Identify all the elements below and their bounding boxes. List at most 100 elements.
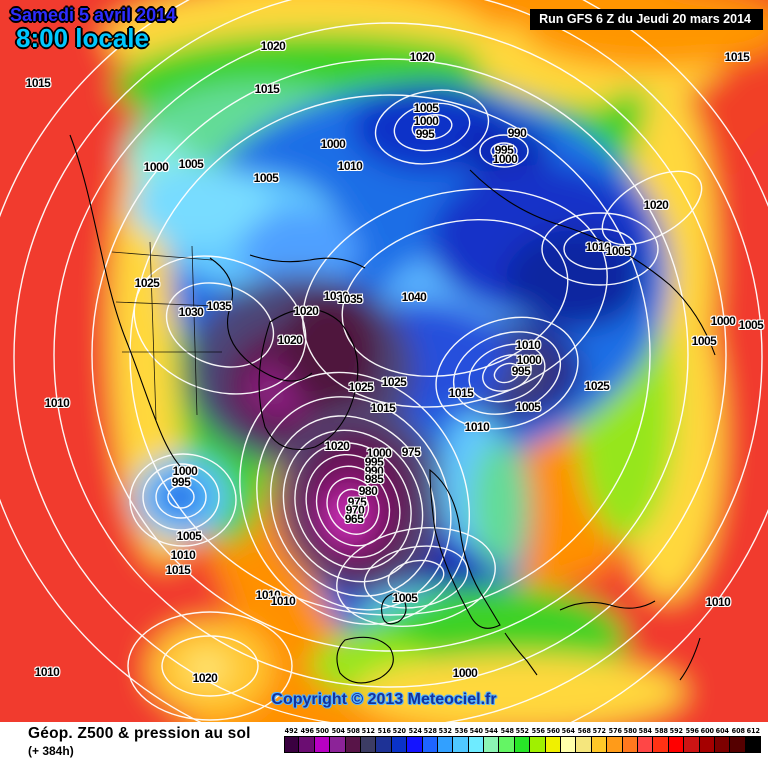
forecast-time-text: 8:00 locale	[16, 22, 149, 53]
colorbar-value: 516	[377, 727, 391, 735]
forecast-date-text: Samedi 5 avril 2014	[10, 5, 177, 25]
colorbar-cell: 564	[561, 727, 577, 753]
pressure-label: 995	[511, 364, 531, 378]
pressure-label: 1000	[710, 314, 736, 328]
colorbar-cell: 496	[299, 727, 315, 753]
product-title-block: Géop. Z500 & pression au sol (+ 384h)	[28, 725, 251, 758]
colorbar-swatch	[622, 736, 638, 753]
colorbar-swatch	[437, 736, 454, 753]
colorbar-swatch	[637, 736, 654, 753]
pressure-label: 1020	[643, 198, 669, 212]
colorbar-swatch	[514, 736, 531, 753]
pressure-label: 980	[358, 484, 378, 498]
colorbar-value: 524	[408, 727, 422, 735]
colorbar-value: 504	[331, 727, 345, 735]
colorbar-swatch	[468, 736, 485, 753]
colorbar-value: 528	[423, 727, 437, 735]
colorbar-swatch	[499, 736, 515, 753]
colorbar-cell: 600	[699, 727, 715, 753]
pressure-label: 995	[364, 455, 384, 469]
colorbar-swatch	[684, 736, 700, 753]
colorbar-cell: 508	[345, 727, 361, 753]
pressure-label: 1005	[413, 101, 439, 115]
colorbar-swatch	[453, 736, 469, 753]
colorbar-cell: 544	[484, 727, 500, 753]
colorbar-cell: 524	[407, 727, 423, 753]
colorbar-value: 608	[731, 727, 745, 735]
pressure-label: 975	[401, 445, 421, 459]
pressure-label: 1035	[337, 292, 363, 306]
pressure-label: 1005	[392, 591, 418, 605]
colorbar-cell: 576	[607, 727, 623, 753]
colorbar-cell: 548	[499, 727, 515, 753]
pressure-label: 1000	[172, 464, 198, 478]
colorbar-cell: 604	[714, 727, 731, 753]
colorbar-cell: 516	[376, 727, 392, 753]
pressure-label: 1035	[206, 299, 232, 313]
colorbar-swatch	[345, 736, 361, 753]
colorbar-scale: 492 496 500 504 508 512 516 520 524 528 532 536 540 5…	[284, 727, 762, 753]
pressure-label: 1005	[178, 157, 204, 171]
pressure-label: 1020	[293, 304, 319, 318]
colorbar-cell: 612	[745, 727, 762, 753]
colorbar-value: 564	[561, 727, 576, 735]
pressure-label: 1005	[253, 171, 279, 185]
colorbar-value: 536	[454, 727, 468, 735]
pressure-label: 1010	[270, 594, 296, 608]
colorbar-cell: 552	[514, 727, 531, 753]
pressure-label: 1010	[337, 159, 363, 173]
pressure-label: 1020	[409, 50, 435, 64]
colorbar-value: 520	[392, 727, 407, 735]
colorbar-swatch	[299, 736, 315, 753]
colorbar-cell: 500	[314, 727, 331, 753]
pressure-label: 1000	[492, 152, 518, 166]
colorbar-value: 580	[623, 727, 638, 735]
colorbar-value: 556	[531, 727, 545, 735]
pressure-label: 965	[344, 512, 364, 526]
colorbar-cell: 512	[360, 727, 377, 753]
colorbar-value: 588	[654, 727, 668, 735]
pressure-label: 1025	[381, 375, 407, 389]
run-info-banner: Run GFS 6 Z du Jeudi 20 mars 2014	[530, 9, 763, 30]
copyright-text: Copyright © 2013 Meteociel.fr	[271, 691, 497, 708]
pressure-label: 1000	[452, 666, 478, 680]
colorbar-value: 612	[746, 727, 761, 735]
colorbar-swatch	[422, 736, 438, 753]
colorbar-value: 500	[315, 727, 330, 735]
colorbar-cell: 528	[422, 727, 438, 753]
colorbar-value: 552	[515, 727, 530, 735]
colorbar-swatch	[376, 736, 392, 753]
pressure-label: 1005	[691, 334, 717, 348]
colorbar-swatch	[561, 736, 577, 753]
pressure-label: 1010	[44, 396, 70, 410]
forecast-datetime: Samedi 5 avril 2014 8:00 locale	[10, 6, 176, 52]
colorbar-value: 572	[592, 727, 607, 735]
colorbar-value: 508	[346, 727, 360, 735]
pressure-label: 1010	[705, 595, 731, 609]
pressure-label: 985	[364, 472, 384, 486]
pressure-label: 1005	[605, 244, 631, 258]
colorbar-value: 544	[485, 727, 499, 735]
map-canvas: 1015 1020 1020 1015 1015 1005 1000 995 990 995 100…	[0, 0, 768, 722]
pressure-label: 970	[345, 503, 365, 517]
colorbar-value: 600	[700, 727, 714, 735]
pressure-label: 1015	[724, 50, 750, 64]
pressure-label: 1020	[277, 333, 303, 347]
colorbar-cell: 540	[468, 727, 485, 753]
colorbar-value: 592	[669, 727, 684, 735]
colorbar-cell: 556	[530, 727, 546, 753]
synoptic-map-graphic	[0, 0, 768, 722]
pressure-label: 1000	[413, 114, 439, 128]
colorbar-value: 596	[685, 727, 699, 735]
coastlines	[69, 134, 716, 684]
colorbar-cell: 568	[576, 727, 592, 753]
pressure-label: 1015	[165, 563, 191, 577]
pressure-label: 975	[347, 495, 367, 509]
colorbar-swatch	[699, 736, 715, 753]
pressure-label: 1010	[255, 588, 281, 602]
colorbar-swatch	[360, 736, 377, 753]
colorbar-swatch	[330, 736, 346, 753]
pressure-label: 1010	[170, 548, 196, 562]
pressure-label: 990	[507, 126, 527, 140]
colorbar-value: 492	[284, 727, 299, 735]
